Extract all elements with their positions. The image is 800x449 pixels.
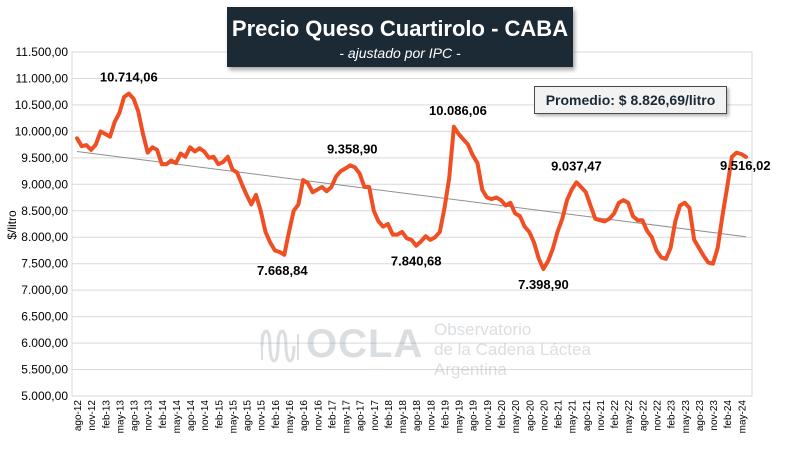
x-tick-label: may-15 (228, 400, 239, 434)
y-tick-label: 9.500,00 (21, 151, 68, 165)
data-label: 10.086,06 (429, 103, 487, 118)
x-tick-label: ago-12 (73, 400, 84, 432)
data-label: 9.358,90 (327, 141, 378, 156)
x-axis-ticks: ago-12 nov-12 feb-13 may-13 ago-13 nov-13 feb-… (73, 400, 748, 434)
x-tick-label: ago-16 (299, 400, 310, 432)
x-tick-label: may-18 (398, 400, 409, 434)
x-tick-label: feb-17 (327, 400, 338, 429)
y-axis-ticks: 5.000,00 5.500,00 6.000,00 6.500,00 7.000,00… (15, 45, 69, 403)
y-tick-label: 9.000,00 (21, 177, 68, 191)
y-tick-label: 11.000,00 (16, 71, 69, 85)
x-tick-label: nov-17 (370, 400, 381, 431)
x-tick-label: may-19 (455, 400, 466, 434)
y-tick-label: 7.000,00 (21, 283, 68, 297)
x-tick-label: may-22 (624, 400, 635, 434)
y-tick-label: 6.500,00 (21, 310, 68, 324)
ocla-logo-icon (260, 329, 299, 363)
data-label: 7.840,68 (391, 254, 442, 269)
x-tick-label: may-17 (342, 400, 353, 434)
data-labels: 10.714,06 7.668,84 9.358,90 7.840,68 10.086,… (100, 70, 771, 292)
y-tick-label: 8.500,00 (21, 204, 68, 218)
x-tick-label: ago-22 (638, 400, 649, 432)
x-tick-label: feb-22 (610, 400, 621, 429)
x-tick-label: ago-18 (412, 400, 423, 432)
trendline (76, 150, 747, 238)
data-label: 9.516,02 (720, 158, 771, 173)
x-tick-label: may-23 (681, 400, 692, 434)
x-tick-label: nov-20 (539, 400, 550, 431)
chart-subtitle: - ajustado por IPC - (339, 45, 461, 61)
trendline-layer (76, 150, 747, 238)
x-tick-label: ago-13 (130, 400, 141, 432)
x-tick-label: ago-14 (186, 400, 197, 432)
x-tick-label: feb-20 (497, 400, 508, 429)
x-tick-label: feb-16 (271, 400, 282, 429)
y-tick-label: 10.500,00 (15, 98, 69, 112)
average-text: Promedio: $ 8.826,69/litro (545, 92, 716, 108)
watermark-logo-text: OCLA (306, 322, 424, 366)
title-banner: Precio Queso Cuartirolo - CABA - ajustad… (227, 7, 573, 67)
data-label: 7.398,90 (518, 277, 569, 292)
y-tick-label: 8.000,00 (21, 230, 68, 244)
x-tick-label: nov-13 (144, 400, 155, 431)
y-tick-label: 11.500,00 (16, 45, 69, 59)
x-tick-label: may-20 (511, 400, 522, 434)
y-tick-label: 6.000,00 (21, 336, 68, 350)
x-tick-label: may-14 (172, 400, 183, 434)
y-tick-label: 7.500,00 (21, 257, 68, 271)
x-tick-label: feb-14 (158, 400, 169, 429)
y-axis-label: $/litro (5, 210, 19, 240)
x-tick-label: feb-21 (554, 400, 565, 429)
data-label: 7.668,84 (257, 263, 308, 278)
x-tick-label: feb-23 (667, 400, 678, 429)
x-tick-label: ago-15 (243, 400, 254, 432)
x-tick-label: nov-12 (87, 400, 98, 431)
x-tick-label: nov-21 (596, 400, 607, 431)
x-tick-label: may-21 (568, 400, 579, 434)
watermark-line-2: de la Cadena Láctea (434, 340, 591, 359)
y-tick-label: 5.500,00 (21, 363, 68, 377)
x-tick-label: may-24 (737, 400, 748, 434)
x-tick-label: feb-18 (384, 400, 395, 429)
data-label: 10.714,06 (100, 70, 158, 85)
x-tick-label: nov-18 (426, 400, 437, 431)
x-tick-label: ago-17 (356, 400, 367, 432)
chart-title: Precio Queso Cuartirolo - CABA (231, 16, 569, 41)
average-box: Promedio: $ 8.826,69/litro (534, 86, 727, 114)
x-tick-label: feb-24 (723, 400, 734, 429)
x-tick-label: ago-21 (582, 400, 593, 432)
x-tick-label: ago-23 (695, 400, 706, 432)
watermark-line-3: Argentina (434, 360, 507, 379)
x-tick-label: may-16 (285, 400, 296, 434)
data-label: 9.037,47 (551, 158, 602, 173)
x-tick-label: nov-22 (652, 400, 663, 431)
x-tick-label: nov-16 (313, 400, 324, 431)
series-layer (75, 91, 748, 271)
x-tick-label: may-13 (115, 400, 126, 434)
x-tick-label: ago-20 (525, 400, 536, 432)
watermark-line-1: Observatorio (434, 320, 532, 339)
x-tick-label: nov-15 (257, 400, 268, 431)
x-tick-label: feb-19 (440, 400, 451, 429)
price-series-line (75, 91, 748, 271)
x-tick-label: ago-19 (469, 400, 480, 432)
x-tick-label: nov-23 (709, 400, 720, 431)
x-tick-label: nov-19 (483, 400, 494, 431)
x-tick-label: feb-13 (101, 400, 112, 429)
x-tick-label: nov-14 (200, 400, 211, 431)
y-tick-label: 5.000,00 (21, 389, 68, 403)
x-tick-label: feb-15 (214, 400, 225, 429)
y-tick-label: 10.000,00 (15, 124, 69, 138)
ocla-watermark: OCLA Observatorio de la Cadena Láctea Ar… (258, 318, 591, 380)
